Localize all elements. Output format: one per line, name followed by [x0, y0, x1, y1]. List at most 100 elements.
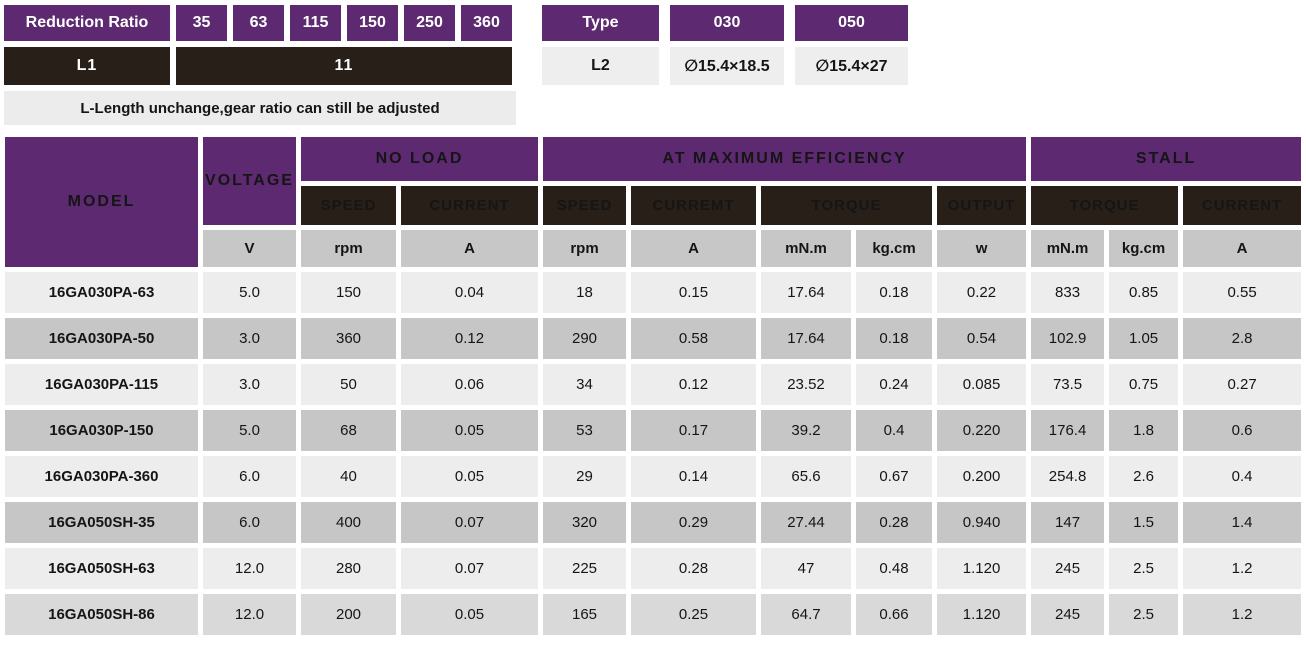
max-eff-speed-cell: 290	[543, 318, 626, 359]
no-load-current-cell: 0.07	[401, 502, 538, 543]
reduction-ratio-label: Reduction Ratio	[4, 5, 170, 41]
max-eff-current-cell: 0.58	[631, 318, 756, 359]
stall-current-cell: 0.55	[1183, 272, 1302, 313]
no-load-speed-cell: 400	[301, 502, 396, 543]
unit-rpm: rpm	[543, 230, 626, 267]
table-row: 16GA050SH-86 12.0 200 0.05 165 0.25 64.7…	[5, 594, 1302, 635]
max-eff-torque-mnm-cell: 47	[761, 548, 851, 589]
max-eff-speed-cell: 18	[543, 272, 626, 313]
no-load-current-cell: 0.07	[401, 548, 538, 589]
max-eff-torque-kgcm-cell: 0.28	[856, 502, 932, 543]
no-load-speed-cell: 50	[301, 364, 396, 405]
output-cell: 0.200	[937, 456, 1027, 497]
unit-mnm: mN.m	[761, 230, 851, 267]
no-load-group-header: NO LOAD	[301, 137, 538, 181]
no-load-speed-cell: 68	[301, 410, 396, 451]
output-cell: 0.54	[937, 318, 1027, 359]
model-cell: 16GA030PA-50	[5, 318, 198, 359]
output-cell: 0.940	[937, 502, 1027, 543]
stall-torque-mnm-cell: 73.5	[1031, 364, 1105, 405]
voltage-cell: 12.0	[203, 594, 296, 635]
max-eff-torque-mnm-cell: 39.2	[761, 410, 851, 451]
stall-torque-mnm-cell: 102.9	[1031, 318, 1105, 359]
reduction-ratio-header-row: Reduction Ratio 35 63 115 150 250 360	[4, 5, 512, 41]
max-eff-current-cell: 0.12	[631, 364, 756, 405]
l2-value-050: ∅15.4×27	[795, 47, 908, 85]
model-cell: 16GA050SH-86	[5, 594, 198, 635]
type-header-row: Type 030 050	[542, 5, 908, 41]
table-row: 16GA030PA-50 3.0 360 0.12 290 0.58 17.64…	[5, 318, 1302, 359]
unit-mnm: mN.m	[1031, 230, 1105, 267]
stall-current-cell: 0.6	[1183, 410, 1302, 451]
stall-current-cell: 1.4	[1183, 502, 1302, 543]
table-row: 16GA030P-150 5.0 68 0.05 53 0.17 39.2 0.…	[5, 410, 1302, 451]
unit-amp: A	[631, 230, 756, 267]
max-eff-current-cell: 0.15	[631, 272, 756, 313]
note-text: L-Length unchange,gear ratio can still b…	[4, 91, 516, 125]
no-load-speed-cell: 280	[301, 548, 396, 589]
unit-kgcm: kg.cm	[1109, 230, 1179, 267]
group-header-row: MODEL VOLTAGE NO LOAD AT MAXIMUM EFFICIE…	[5, 137, 1302, 267]
max-eff-speed-header: SPEED	[543, 186, 626, 225]
max-eff-torque-header: TORQUE	[761, 186, 932, 225]
output-cell: 0.22	[937, 272, 1027, 313]
max-eff-current-cell: 0.17	[631, 410, 756, 451]
max-eff-torque-mnm-cell: 23.52	[761, 364, 851, 405]
type-table: Type 030 050 L2 ∅15.4×18.5 ∅15.4×27	[531, 0, 919, 91]
type-030-header: 030	[670, 5, 784, 41]
max-eff-torque-mnm-cell: 65.6	[761, 456, 851, 497]
max-eff-torque-kgcm-cell: 0.18	[856, 318, 932, 359]
stall-current-cell: 0.27	[1183, 364, 1302, 405]
stall-group-header: STALL	[1031, 137, 1302, 181]
max-eff-current-cell: 0.14	[631, 456, 756, 497]
unit-kgcm: kg.cm	[856, 230, 932, 267]
unit-volt: V	[203, 230, 296, 267]
model-cell: 16GA050SH-63	[5, 548, 198, 589]
voltage-cell: 6.0	[203, 456, 296, 497]
voltage-cell: 5.0	[203, 272, 296, 313]
max-eff-speed-cell: 320	[543, 502, 626, 543]
unit-amp: A	[1183, 230, 1302, 267]
max-eff-torque-mnm-cell: 27.44	[761, 502, 851, 543]
l1-value: 11	[176, 47, 512, 85]
unit-rpm: rpm	[301, 230, 396, 267]
output-cell: 1.120	[937, 594, 1027, 635]
ratio-value: 115	[290, 5, 341, 41]
stall-torque-kgcm-cell: 2.5	[1109, 548, 1179, 589]
reduction-ratio-table: Reduction Ratio 35 63 115 150 250 360 L1…	[0, 0, 518, 91]
voltage-cell: 6.0	[203, 502, 296, 543]
stall-torque-kgcm-cell: 2.5	[1109, 594, 1179, 635]
sub-header-row: SPEED CURRENT SPEED CURREMT TORQUE OUTPU…	[5, 186, 1302, 225]
output-cell: 1.120	[937, 548, 1027, 589]
max-eff-torque-kgcm-cell: 0.4	[856, 410, 932, 451]
type-050-header: 050	[795, 5, 908, 41]
type-label: Type	[542, 5, 659, 41]
max-eff-torque-kgcm-cell: 0.67	[856, 456, 932, 497]
model-cell: 16GA030P-150	[5, 410, 198, 451]
ratio-value: 150	[347, 5, 398, 41]
no-load-current-cell: 0.05	[401, 456, 538, 497]
voltage-cell: 12.0	[203, 548, 296, 589]
ratio-value: 35	[176, 5, 227, 41]
voltage-header: VOLTAGE	[203, 137, 296, 225]
l1-label: L1	[4, 47, 170, 85]
stall-torque-kgcm-cell: 2.6	[1109, 456, 1179, 497]
table-row: 16GA030PA-360 6.0 40 0.05 29 0.14 65.6 0…	[5, 456, 1302, 497]
stall-current-cell: 1.2	[1183, 594, 1302, 635]
table-row: 16GA050SH-35 6.0 400 0.07 320 0.29 27.44…	[5, 502, 1302, 543]
unit-amp: A	[401, 230, 538, 267]
max-eff-torque-mnm-cell: 17.64	[761, 272, 851, 313]
max-eff-speed-cell: 225	[543, 548, 626, 589]
max-eff-torque-mnm-cell: 17.64	[761, 318, 851, 359]
stall-torque-kgcm-cell: 1.5	[1109, 502, 1179, 543]
stall-torque-mnm-cell: 833	[1031, 272, 1105, 313]
no-load-current-cell: 0.05	[401, 594, 538, 635]
stall-torque-mnm-cell: 245	[1031, 548, 1105, 589]
stall-torque-mnm-cell: 147	[1031, 502, 1105, 543]
max-eff-torque-kgcm-cell: 0.18	[856, 272, 932, 313]
voltage-cell: 3.0	[203, 318, 296, 359]
max-eff-torque-kgcm-cell: 0.48	[856, 548, 932, 589]
no-load-current-header: CURRENT	[401, 186, 538, 225]
max-eff-speed-cell: 53	[543, 410, 626, 451]
stall-torque-kgcm-cell: 0.85	[1109, 272, 1179, 313]
